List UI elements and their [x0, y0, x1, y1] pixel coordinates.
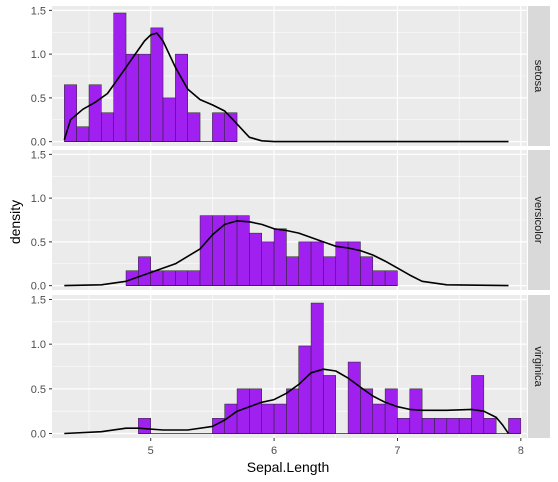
histogram-bar: [76, 126, 90, 142]
histogram-bar: [162, 97, 176, 142]
histogram-bar: [508, 418, 522, 434]
histogram-bar: [273, 228, 287, 286]
histogram-bar: [261, 241, 275, 286]
y-tick-label: 0.5: [31, 384, 46, 396]
facet-strip-label-versicolor: versicolor: [532, 196, 544, 243]
y-tick-label: 1.0: [31, 49, 46, 61]
histogram-bar: [150, 270, 164, 286]
histogram-bar: [298, 241, 312, 286]
histogram-bar: [125, 53, 139, 142]
histogram-bar: [471, 375, 485, 434]
x-tick-label: 6: [271, 445, 277, 457]
histogram-bar: [310, 302, 324, 434]
histogram-bar: [446, 418, 460, 434]
histogram-bar: [323, 375, 337, 434]
density-curve: [64, 220, 509, 287]
histogram-bar: [249, 388, 262, 434]
histogram-bar: [187, 112, 201, 142]
facet-strip-label-setosa: setosa: [532, 60, 544, 93]
histogram-bar: [286, 388, 300, 434]
histogram-bar: [273, 403, 287, 434]
histogram-bar: [458, 418, 472, 434]
x-tick-label: 7: [394, 445, 400, 457]
facet-strip: [528, 295, 550, 438]
histogram-bar: [397, 418, 411, 434]
y-tick-label: 0.5: [31, 93, 46, 105]
facet-strip: [528, 6, 550, 146]
histogram-bar: [298, 345, 312, 434]
y-tick-label: 1.0: [31, 339, 46, 351]
histogram-bar: [384, 270, 398, 286]
histogram-bar: [187, 270, 201, 286]
histogram-bar: [310, 241, 324, 286]
histogram-bar: [360, 256, 374, 286]
watermark-text: 知乎 @素笺: [458, 449, 538, 467]
facet-strip: [528, 150, 550, 290]
facet-strip-label-virginica: virginica: [532, 346, 544, 387]
histogram-bar: [434, 418, 448, 434]
histogram-bar: [224, 215, 238, 286]
histogram-bar: [323, 256, 337, 286]
y-tick-label: 0.0: [31, 429, 46, 441]
facets-layer: 0.0 0.5 1.0 1.5 setosa 0.0 0.5 1.0 1.5 versicolor…: [31, 5, 550, 441]
y-tick-label: 0.5: [31, 237, 46, 249]
y-tick-label: 0.0: [31, 281, 46, 293]
y-axis-title: density: [7, 200, 23, 244]
histogram-bar: [483, 418, 497, 434]
histogram-bar: [372, 403, 386, 434]
histogram-bar: [236, 215, 250, 286]
histogram-bar: [175, 53, 188, 142]
x-axis-title: Sepal.Length: [247, 459, 330, 475]
histogram-bar: [175, 270, 188, 286]
histogram-bar: [150, 27, 164, 142]
histogram-bar: [249, 232, 262, 286]
x-tick-label: 8: [518, 445, 524, 457]
histogram-bar: [138, 256, 151, 286]
histogram-bar: [261, 403, 275, 434]
histogram-bar: [347, 361, 361, 434]
histogram-bar: [409, 388, 423, 434]
histogram-bar: [199, 215, 213, 286]
facet-panel-virginica: 0.0 0.5 1.0 1.5 virginica: [31, 294, 550, 441]
y-tick-label: 1.5: [31, 294, 46, 306]
y-tick-label: 1.5: [31, 149, 46, 161]
histogram-bar: [88, 84, 102, 142]
histogram-bar: [138, 418, 151, 434]
histogram-bar: [286, 256, 300, 286]
facet-panel-versicolor: 0.0 0.5 1.0 1.5 versicolor: [31, 149, 550, 293]
y-tick-label: 1.5: [31, 5, 46, 17]
histogram-bar: [212, 112, 225, 142]
histogram-bar: [372, 270, 386, 286]
x-axis: 5 6 7 8: [148, 438, 524, 457]
y-tick-label: 1.0: [31, 193, 46, 205]
x-tick-label: 5: [148, 445, 154, 457]
histogram-bar: [384, 388, 398, 434]
y-tick-label: 0.0: [31, 137, 46, 149]
density-curve: [64, 368, 510, 435]
facet-panel-setosa: 0.0 0.5 1.0 1.5 setosa: [31, 5, 550, 149]
histogram-bar: [162, 270, 176, 286]
histogram-bar: [421, 418, 435, 434]
density-curve: [63, 32, 509, 143]
histogram-bar: [138, 53, 151, 142]
histogram-bar: [101, 112, 114, 142]
